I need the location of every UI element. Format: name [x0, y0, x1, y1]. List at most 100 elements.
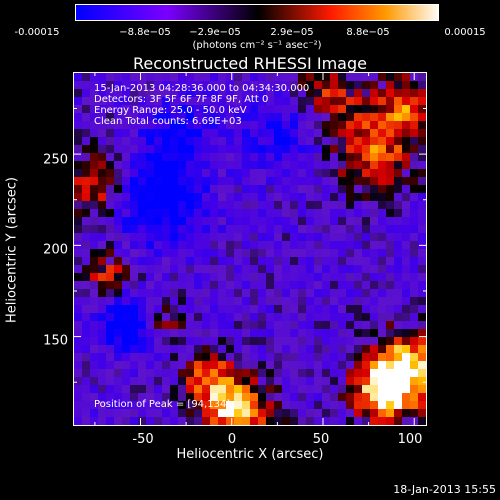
heatmap-cell: [322, 209, 330, 217]
heatmap-cell: [410, 129, 418, 137]
heatmap-cell: [290, 337, 298, 345]
heatmap-cell: [322, 361, 330, 369]
heatmap-cell: [346, 161, 354, 169]
heatmap-cell: [162, 409, 170, 417]
heatmap-cell: [282, 257, 290, 265]
heatmap-cell: [154, 345, 162, 353]
heatmap-cell: [282, 161, 290, 169]
heatmap-cell: [346, 177, 354, 185]
heatmap-cell: [338, 273, 346, 281]
heatmap-cell: [218, 145, 226, 153]
heatmap-cell: [338, 345, 346, 353]
heatmap-cell: [378, 297, 386, 305]
heatmap-cell: [234, 169, 242, 177]
heatmap-cell: [346, 265, 354, 273]
heatmap-cell: [90, 281, 98, 289]
heatmap-cell: [186, 345, 194, 353]
heatmap-cell: [210, 345, 218, 353]
heatmap-cell: [234, 153, 242, 161]
colorbar-label-min: -0.00015: [14, 27, 60, 38]
heatmap-cell: [162, 241, 170, 249]
heatmap-cell: [298, 185, 306, 193]
heatmap-cell: [298, 353, 306, 361]
heatmap-cell: [218, 73, 226, 81]
heatmap-cell: [90, 121, 98, 129]
heatmap-cell: [314, 105, 322, 113]
heatmap-cell: [226, 257, 234, 265]
heatmap-cell: [282, 153, 290, 161]
heatmap-cell: [354, 89, 362, 97]
heatmap-cell: [90, 97, 98, 105]
heatmap-cell: [114, 281, 122, 289]
heatmap-cell: [266, 217, 274, 225]
heatmap-cell: [306, 113, 314, 121]
heatmap-cell: [258, 121, 266, 129]
heatmap-cell: [330, 209, 338, 217]
heatmap-cell: [162, 249, 170, 257]
heatmap-cell: [282, 297, 290, 305]
heatmap-cell: [386, 353, 394, 361]
heatmap-cell: [330, 329, 338, 337]
heatmap-cell: [146, 369, 154, 377]
heatmap-cell: [162, 281, 170, 289]
heatmap-cell: [354, 321, 362, 329]
heatmap-cell: [402, 305, 410, 313]
heatmap-cell: [266, 305, 274, 313]
heatmap-cell: [394, 129, 402, 137]
heatmap-cell: [266, 329, 274, 337]
heatmap-cell: [170, 153, 178, 161]
heatmap-cell: [114, 73, 122, 81]
heatmap-cell: [186, 121, 194, 129]
heatmap-cell: [74, 73, 82, 81]
heatmap-cell: [338, 361, 346, 369]
heatmap-cell: [322, 137, 330, 145]
heatmap-cell: [178, 313, 186, 321]
heatmap-cell: [146, 81, 154, 89]
heatmap-cell: [170, 73, 178, 81]
heatmap-cell: [282, 241, 290, 249]
heatmap-cell: [250, 289, 258, 297]
heatmap-cell: [202, 113, 210, 121]
heatmap-cell: [242, 313, 250, 321]
heatmap-cell: [106, 369, 114, 377]
heatmap-cell: [370, 89, 378, 97]
heatmap-cell: [242, 201, 250, 209]
heatmap-cell: [354, 217, 362, 225]
heatmap-cell: [186, 265, 194, 273]
heatmap-cell: [338, 89, 346, 97]
heatmap-cell: [98, 249, 106, 257]
heatmap-cell: [74, 177, 82, 185]
heatmap-cell: [346, 121, 354, 129]
heatmap-cell: [194, 73, 202, 81]
heatmap-cell: [170, 217, 178, 225]
heatmap-cell: [130, 305, 138, 313]
heatmap-cell: [202, 273, 210, 281]
heatmap-cell: [178, 105, 186, 113]
heatmap-cell: [378, 329, 386, 337]
heatmap-cell: [226, 289, 234, 297]
heatmap-cell: [298, 321, 306, 329]
heatmap-cell: [418, 265, 426, 273]
heatmap-cell: [146, 361, 154, 369]
heatmap-cell: [402, 417, 410, 425]
heatmap-cell: [210, 313, 218, 321]
heatmap-cell: [218, 241, 226, 249]
heatmap-cell: [122, 257, 130, 265]
heatmap-cell: [258, 137, 266, 145]
heatmap-cell: [218, 393, 226, 401]
heatmap-cell: [106, 113, 114, 121]
heatmap-cell: [226, 105, 234, 113]
heatmap-cell: [370, 409, 378, 417]
heatmap-cell: [378, 137, 386, 145]
heatmap-cell: [378, 225, 386, 233]
heatmap-cell: [138, 241, 146, 249]
colorbar-label-2: −8.8e−05: [119, 27, 171, 38]
heatmap-cell: [402, 145, 410, 153]
heatmap-cell: [378, 169, 386, 177]
heatmap-cell: [114, 201, 122, 209]
heatmap-cell: [82, 401, 90, 409]
heatmap-cell: [418, 153, 426, 161]
heatmap-cell: [410, 105, 418, 113]
heatmap-cell: [314, 217, 322, 225]
heatmap-cell: [82, 297, 90, 305]
